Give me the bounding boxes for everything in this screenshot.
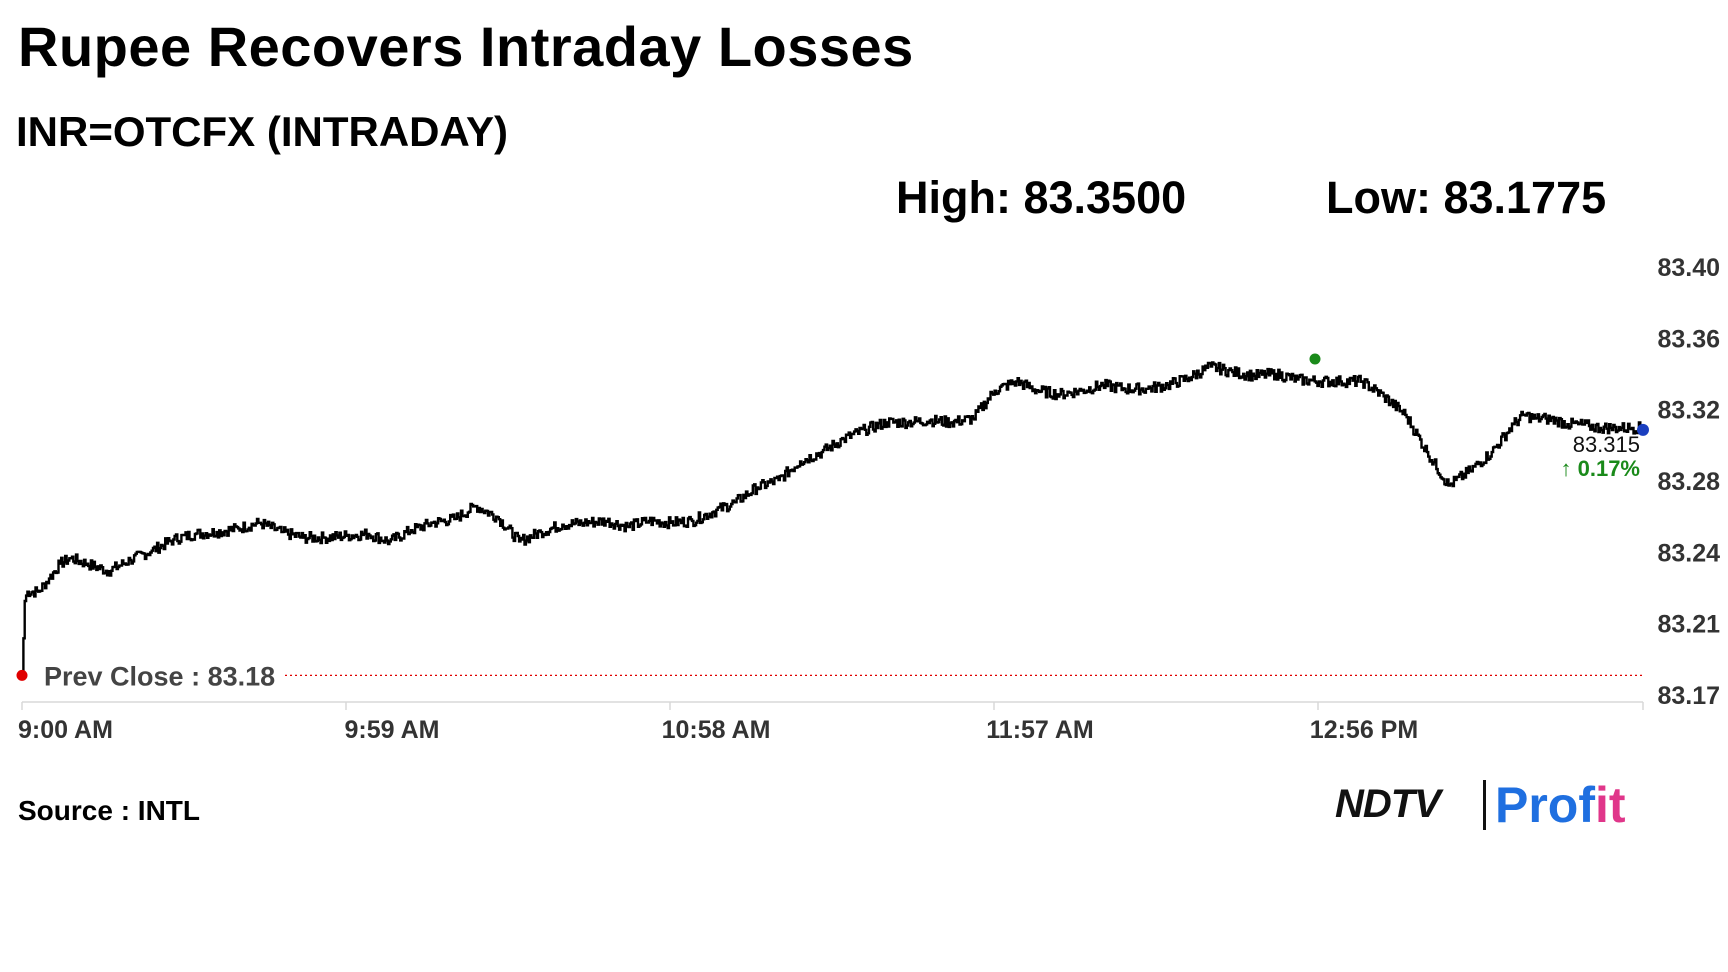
x-tick-label: 9:00 AM xyxy=(18,716,113,744)
x-tick-label: 12:56 PM xyxy=(1310,716,1418,744)
high-marker xyxy=(1309,353,1321,365)
y-tick-label: 83.21 xyxy=(1657,611,1720,639)
y-tick-label: 83.28 xyxy=(1657,468,1720,496)
y-tick-label: 83.40 xyxy=(1657,254,1720,282)
logo-ndtv-text: NDTV xyxy=(1335,782,1441,826)
low-label: Low: 83.1775 xyxy=(1326,172,1607,223)
price-line xyxy=(22,361,1645,677)
high-label: High: 83.3500 xyxy=(896,172,1187,223)
y-tick-label: 83.24 xyxy=(1657,539,1720,567)
change-label: ↑ 0.17% xyxy=(1561,456,1641,481)
x-tick-label: 9:59 AM xyxy=(345,716,440,744)
y-tick-label: 83.36 xyxy=(1657,325,1720,353)
last-value-label: 83.315 xyxy=(1573,432,1640,457)
last-marker xyxy=(1637,423,1649,436)
prev-close-label: Prev Close : 83.18 xyxy=(44,661,275,691)
open-marker xyxy=(16,669,28,681)
chart-subtitle: INR=OTCFX (INTRADAY) xyxy=(16,108,508,155)
y-tick-label: 83.32 xyxy=(1657,397,1720,425)
x-tick-label: 11:57 AM xyxy=(986,716,1093,744)
logo-profit-text: Profit xyxy=(1495,777,1626,833)
y-tick-label: 83.17 xyxy=(1657,682,1720,710)
x-tick-label: 10:58 AM xyxy=(662,716,771,744)
logo-separator xyxy=(1483,780,1486,830)
source-label: Source : INTL xyxy=(18,795,201,826)
chart-title: Rupee Recovers Intraday Losses xyxy=(18,15,914,78)
